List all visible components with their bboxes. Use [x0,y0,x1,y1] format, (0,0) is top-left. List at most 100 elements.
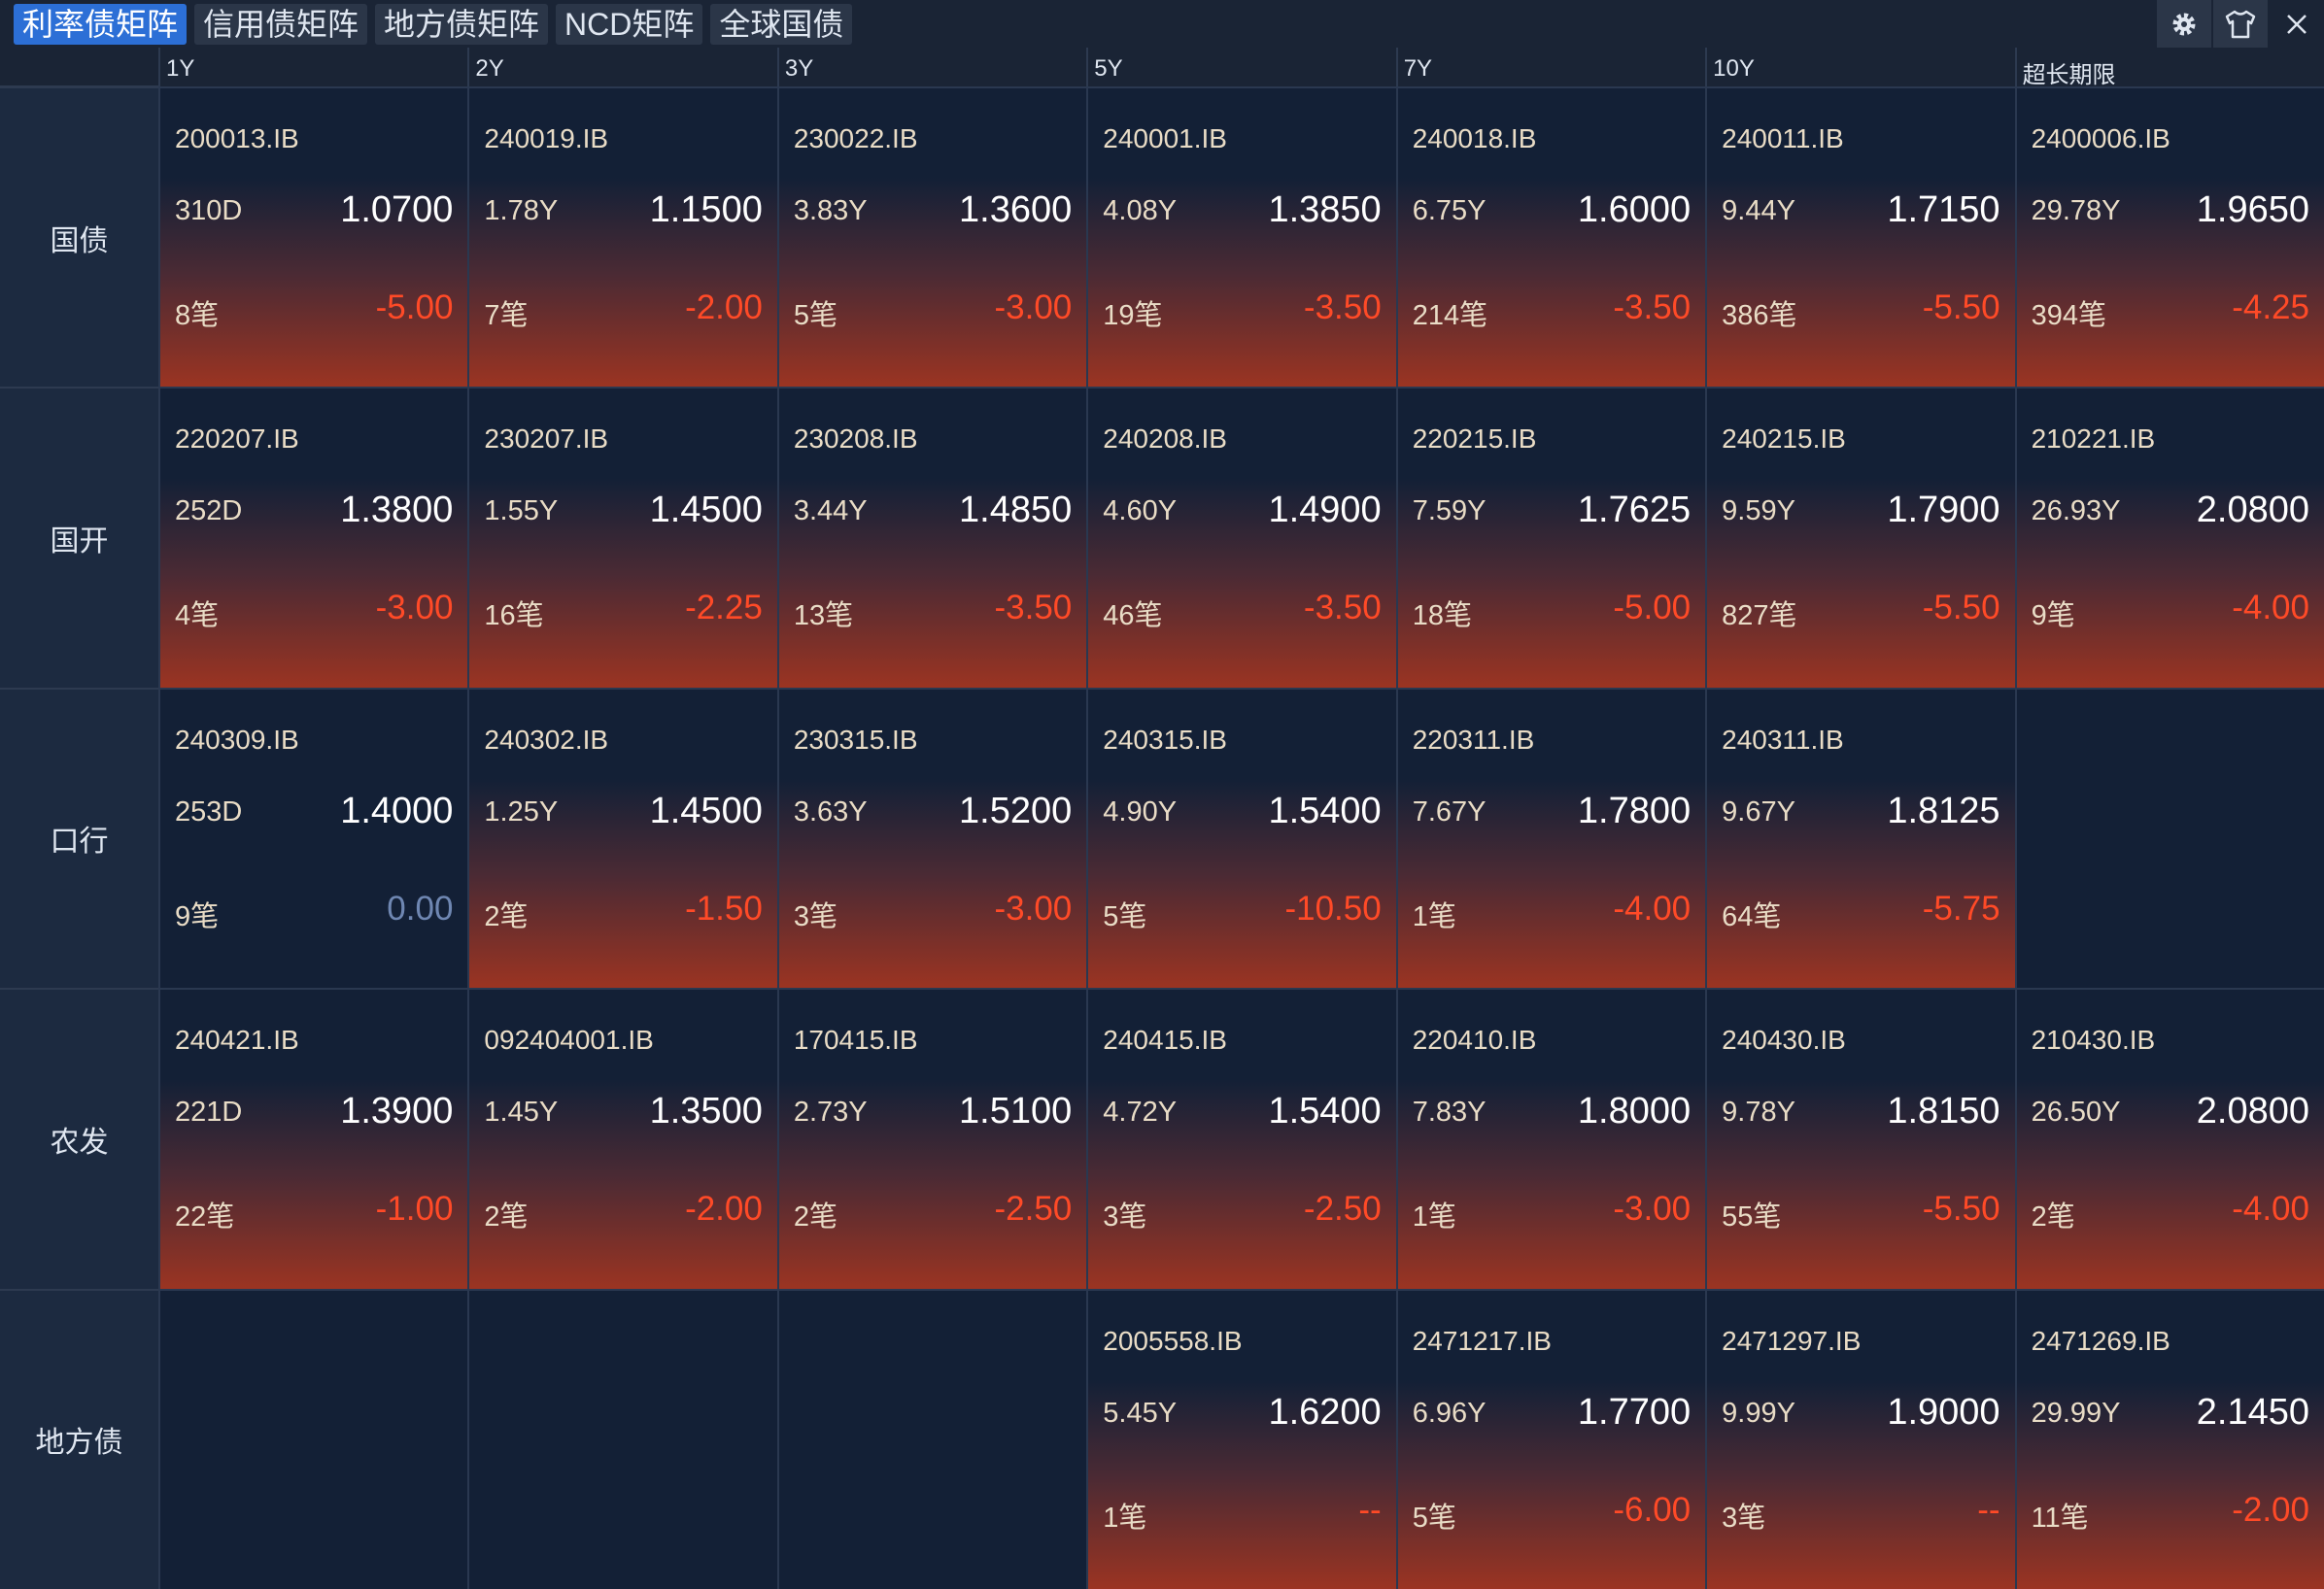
yield-change: -2.50 [1303,1190,1382,1229]
yield-change: -4.00 [1613,889,1692,928]
yield-change: -5.00 [375,288,454,326]
tab-bar: 利率债矩阵 信用债矩阵 地方债矩阵 NCD矩阵 全球国债 [0,0,2324,48]
row-header: 农发 [0,988,158,1289]
remaining-term: 1.55Y [484,495,559,527]
bond-cell[interactable]: 230207.IB 1.55Y 1.4500 16笔 -2.25 [467,387,777,688]
bond-cell[interactable]: 2005558.IB 5.45Y 1.6200 1笔 -- [1086,1288,1396,1589]
trade-count: 3笔 [1722,1502,1766,1534]
bond-cell[interactable]: 220207.IB 252D 1.3800 4笔 -3.00 [158,387,468,688]
bond-cell[interactable]: 2471269.IB 29.99Y 2.1450 11笔 -2.00 [2014,1288,2324,1589]
yield: 1.7800 [1577,790,1692,831]
bond-code: 240001.IB [1103,123,1227,153]
bond-code: 220311.IB [1412,724,1535,755]
bond-code: 240421.IB [175,1025,299,1056]
bond-cell[interactable]: 240208.IB 4.60Y 1.4900 46笔 -3.50 [1086,387,1396,688]
yield: 1.4850 [959,490,1073,531]
bond-code: 220207.IB [175,423,299,455]
bond-cell[interactable]: 240309.IB 253D 1.4000 9笔 0.00 [158,687,468,989]
gear-icon [2172,13,2196,35]
bond-cell [776,1288,1087,1589]
bond-code: 240311.IB [1722,724,1844,755]
yield-change: -3.00 [994,288,1073,326]
bond-cell[interactable]: 200013.IB 310D 1.0700 8笔 -5.00 [158,86,468,388]
yield-change: -4.00 [2232,1190,2309,1229]
yield: 1.9000 [1887,1391,2000,1433]
bond-cell [2014,687,2324,989]
bond-cell[interactable]: 092404001.IB 1.45Y 1.3500 2笔 -2.00 [467,988,777,1289]
trade-count: 11笔 [2031,1502,2089,1534]
trade-count: 1笔 [1103,1502,1147,1534]
trade-count: 386笔 [1722,300,1797,331]
bond-cell[interactable]: 240019.IB 1.78Y 1.1500 7笔 -2.00 [467,86,777,388]
theme-button[interactable] [2213,0,2268,48]
trade-count: 8笔 [175,300,220,331]
bond-code: 240018.IB [1412,123,1537,153]
bond-code: 230315.IB [793,724,918,755]
bond-cell[interactable]: 230315.IB 3.63Y 1.5200 3笔 -3.00 [776,687,1087,989]
bond-cell[interactable]: 2400006.IB 29.78Y 1.9650 394笔 -4.25 [2014,86,2324,388]
tab[interactable]: 地方债矩阵 [375,4,549,45]
bond-cell[interactable]: 230022.IB 3.83Y 1.3600 5笔 -3.00 [776,86,1087,388]
close-button[interactable] [2270,0,2324,48]
trade-count: 394笔 [2031,300,2106,331]
yield: 1.7625 [1577,490,1692,531]
remaining-term: 6.75Y [1412,195,1487,226]
remaining-term: 29.78Y [2031,195,2121,226]
yield: 1.3800 [340,490,454,531]
settings-button[interactable] [2157,0,2211,48]
remaining-term: 9.67Y [1722,795,1795,828]
remaining-term: 4.60Y [1103,495,1178,527]
remaining-term: 1.25Y [484,795,559,828]
remaining-term: 4.72Y [1103,1097,1178,1129]
bond-cell[interactable]: 220215.IB 7.59Y 1.7625 18笔 -5.00 [1395,387,1706,688]
yield: 1.3850 [1268,189,1382,230]
tab[interactable]: NCD矩阵 [556,4,703,45]
yield: 1.7700 [1577,1391,1692,1433]
bond-cell[interactable]: 240011.IB 9.44Y 1.7150 386笔 -5.50 [1705,86,2015,388]
trade-count: 214笔 [1412,300,1488,331]
trade-count: 64笔 [1722,900,1782,932]
bond-cell[interactable]: 240315.IB 4.90Y 1.5400 5笔 -10.50 [1086,687,1396,989]
bond-cell[interactable]: 210221.IB 26.93Y 2.0800 9笔 -4.00 [2014,387,2324,688]
trade-count: 1笔 [1412,1201,1456,1234]
bond-cell[interactable]: 240430.IB 9.78Y 1.8150 55笔 -5.50 [1705,988,2015,1289]
bond-code: 240302.IB [484,724,609,755]
remaining-term: 7.59Y [1412,495,1487,527]
trade-count: 3笔 [793,900,837,932]
yield: 1.6000 [1577,189,1692,230]
yield: 1.5400 [1268,790,1382,831]
yield-change: -- [1358,1490,1382,1529]
bond-cell[interactable]: 170415.IB 2.73Y 1.5100 2笔 -2.50 [776,988,1087,1289]
yield: 1.7150 [1887,189,2000,230]
bond-cell[interactable]: 210430.IB 26.50Y 2.0800 2笔 -4.00 [2014,988,2324,1289]
remaining-term: 29.99Y [2031,1397,2121,1429]
bond-cell[interactable]: 240018.IB 6.75Y 1.6000 214笔 -3.50 [1395,86,1706,388]
bond-cell[interactable]: 240001.IB 4.08Y 1.3850 19笔 -3.50 [1086,86,1396,388]
remaining-term: 3.44Y [793,495,868,527]
bond-cell[interactable]: 230208.IB 3.44Y 1.4850 13笔 -3.50 [776,387,1087,688]
bond-cell[interactable]: 240302.IB 1.25Y 1.4500 2笔 -1.50 [467,687,777,989]
remaining-term: 252D [175,495,243,527]
yield: 1.1500 [649,189,763,230]
tab[interactable]: 利率债矩阵 [14,4,188,45]
bond-cell[interactable]: 2471217.IB 6.96Y 1.7700 5笔 -6.00 [1395,1288,1706,1589]
tab[interactable]: 全球国债 [710,4,853,45]
bond-code: 240011.IB [1722,123,1844,153]
yield: 1.9650 [2196,189,2309,230]
column-header: 1Y [158,48,468,86]
yield-change: -1.00 [375,1190,454,1229]
bond-cell[interactable]: 240421.IB 221D 1.3900 22笔 -1.00 [158,988,468,1289]
column-header: 10Y [1705,48,2015,86]
yield-change: -3.00 [994,889,1073,928]
bond-cell[interactable]: 240311.IB 9.67Y 1.8125 64笔 -5.75 [1705,687,2015,989]
column-header: 超长期限 [2014,48,2324,88]
tab[interactable]: 信用债矩阵 [194,4,368,45]
yield-change: -1.50 [685,889,763,928]
bond-cell[interactable]: 240215.IB 9.59Y 1.7900 827笔 -5.50 [1705,387,2015,688]
bond-cell[interactable]: 220410.IB 7.83Y 1.8000 1笔 -3.00 [1395,988,1706,1289]
bond-code: 240309.IB [175,724,299,755]
bond-cell[interactable]: 220311.IB 7.67Y 1.7800 1笔 -4.00 [1395,687,1706,989]
bond-cell[interactable]: 240415.IB 4.72Y 1.5400 3笔 -2.50 [1086,988,1396,1289]
bond-code: 2400006.IB [2031,123,2170,153]
bond-cell[interactable]: 2471297.IB 9.99Y 1.9000 3笔 -- [1705,1288,2015,1589]
